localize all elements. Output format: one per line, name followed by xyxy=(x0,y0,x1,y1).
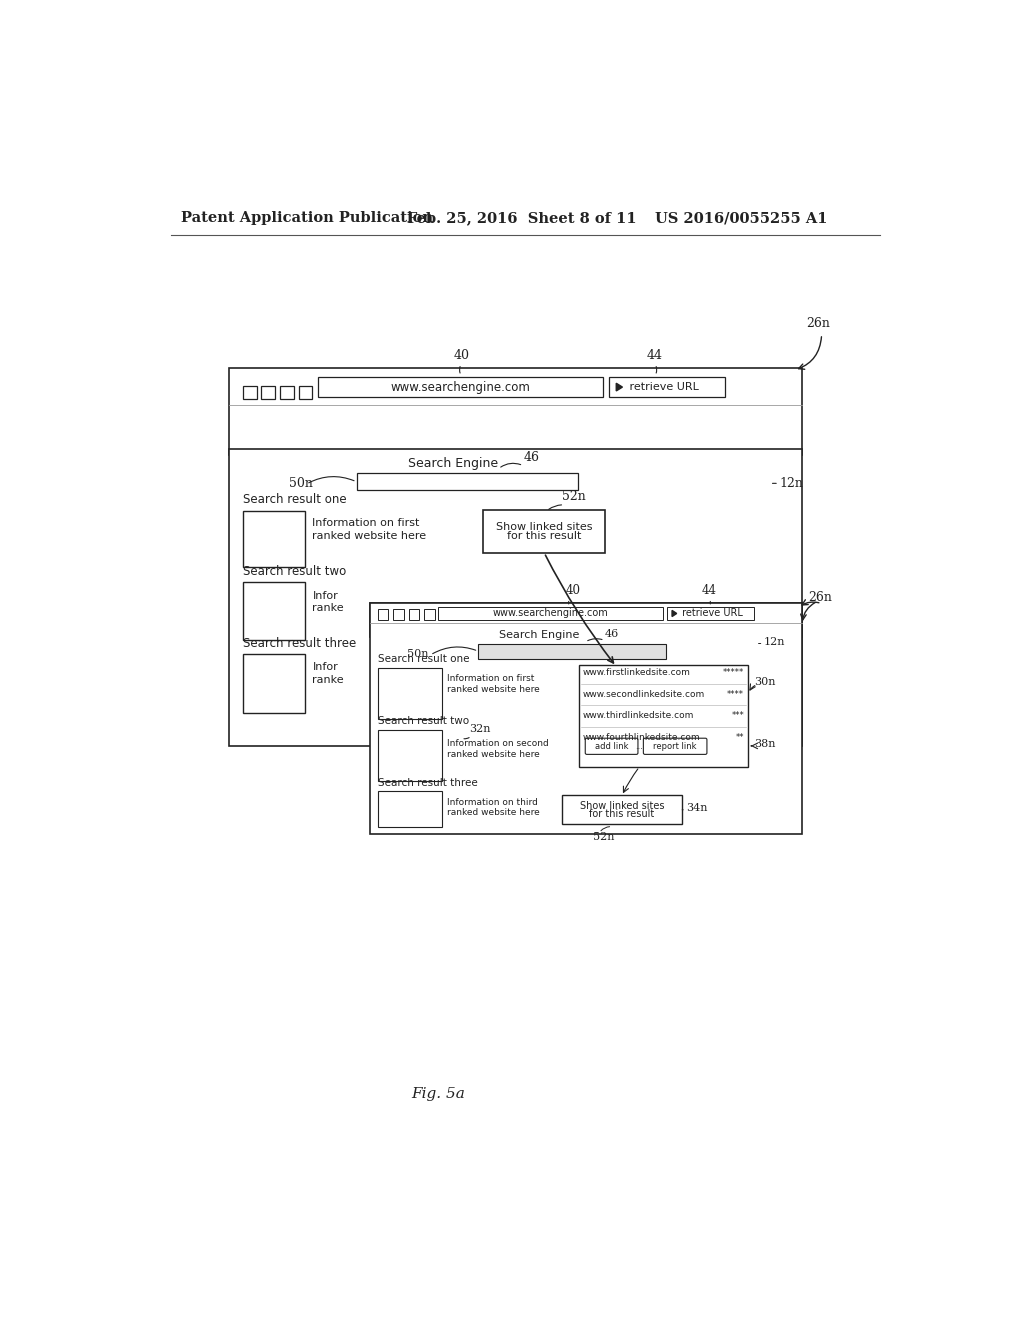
FancyBboxPatch shape xyxy=(228,449,802,746)
Text: Infor: Infor xyxy=(312,663,338,672)
Text: Search Engine: Search Engine xyxy=(409,457,499,470)
Text: ranked website here: ranked website here xyxy=(312,531,427,541)
Text: Search result two: Search result two xyxy=(243,565,346,578)
FancyBboxPatch shape xyxy=(378,792,442,826)
Text: Information on third: Information on third xyxy=(447,797,539,807)
Text: www.secondlinkedsite.com: www.secondlinkedsite.com xyxy=(583,690,706,698)
FancyBboxPatch shape xyxy=(424,609,435,620)
FancyBboxPatch shape xyxy=(356,473,578,490)
FancyBboxPatch shape xyxy=(378,609,388,620)
Text: www.thirdlinkedsite.com: www.thirdlinkedsite.com xyxy=(583,711,694,721)
Text: www.firstlinkedsite.com: www.firstlinkedsite.com xyxy=(583,668,691,677)
FancyBboxPatch shape xyxy=(579,665,748,767)
Text: Information on first: Information on first xyxy=(447,675,535,684)
Text: 12n: 12n xyxy=(779,477,803,490)
Text: www.fourthlinkedsite.com: www.fourthlinkedsite.com xyxy=(583,733,700,742)
Text: 26n: 26n xyxy=(809,591,833,603)
Text: 26n: 26n xyxy=(806,317,830,330)
Text: 52n: 52n xyxy=(562,490,586,503)
FancyBboxPatch shape xyxy=(643,738,707,755)
Text: Search result one: Search result one xyxy=(243,494,346,507)
Text: Show linked sites: Show linked sites xyxy=(496,523,593,532)
FancyBboxPatch shape xyxy=(243,385,257,400)
FancyBboxPatch shape xyxy=(317,378,603,397)
Text: for this result: for this result xyxy=(590,809,654,820)
Text: Information on second: Information on second xyxy=(447,739,549,748)
Text: Information on first: Information on first xyxy=(312,519,420,528)
FancyBboxPatch shape xyxy=(370,603,802,638)
Text: 30n: 30n xyxy=(755,677,776,686)
Text: Show linked sites: Show linked sites xyxy=(580,801,665,810)
Text: 32n: 32n xyxy=(469,725,490,734)
FancyBboxPatch shape xyxy=(438,607,663,620)
FancyBboxPatch shape xyxy=(562,795,682,825)
Text: 50n: 50n xyxy=(407,648,428,659)
Text: ranke: ranke xyxy=(312,675,344,685)
Text: ****: **** xyxy=(727,690,744,698)
Text: ...: ... xyxy=(636,742,643,751)
FancyBboxPatch shape xyxy=(243,511,305,566)
Text: Search result three: Search result three xyxy=(378,779,477,788)
FancyBboxPatch shape xyxy=(378,668,442,719)
Text: Patent Application Publication: Patent Application Publication xyxy=(180,211,433,226)
FancyBboxPatch shape xyxy=(370,603,802,834)
FancyBboxPatch shape xyxy=(409,609,420,620)
Text: ***: *** xyxy=(731,711,744,721)
Text: Search Engine: Search Engine xyxy=(499,631,579,640)
Text: 50n: 50n xyxy=(289,477,313,490)
Text: 40: 40 xyxy=(454,350,469,363)
Text: Search result one: Search result one xyxy=(378,653,469,664)
Polygon shape xyxy=(616,383,623,391)
FancyBboxPatch shape xyxy=(228,368,802,455)
FancyBboxPatch shape xyxy=(586,738,638,755)
Text: *****: ***** xyxy=(723,668,744,677)
Text: report link: report link xyxy=(653,742,697,751)
Text: **: ** xyxy=(735,733,744,742)
Text: ranke: ranke xyxy=(312,603,344,612)
Text: retrieve URL: retrieve URL xyxy=(626,381,698,392)
Text: Infor: Infor xyxy=(312,591,338,601)
FancyBboxPatch shape xyxy=(243,582,305,640)
Text: www.searchengine.com: www.searchengine.com xyxy=(390,380,530,393)
Text: 46: 46 xyxy=(523,451,540,465)
FancyBboxPatch shape xyxy=(478,644,666,659)
FancyBboxPatch shape xyxy=(393,609,403,620)
FancyBboxPatch shape xyxy=(608,378,725,397)
Text: 44: 44 xyxy=(701,585,717,598)
Text: US 2016/0055255 A1: US 2016/0055255 A1 xyxy=(655,211,827,226)
Text: ranked website here: ranked website here xyxy=(447,750,540,759)
FancyBboxPatch shape xyxy=(261,385,275,400)
Text: 46: 46 xyxy=(604,628,618,639)
Text: Fig. 5a: Fig. 5a xyxy=(411,1086,465,1101)
FancyBboxPatch shape xyxy=(299,385,312,400)
Text: ranked website here: ranked website here xyxy=(447,808,540,817)
FancyBboxPatch shape xyxy=(483,510,605,553)
Text: retrieve URL: retrieve URL xyxy=(679,609,742,619)
Polygon shape xyxy=(672,610,677,616)
Text: add link: add link xyxy=(595,742,629,751)
Text: ranked website here: ranked website here xyxy=(447,685,540,694)
FancyBboxPatch shape xyxy=(280,385,294,400)
Text: 34n: 34n xyxy=(686,803,708,813)
FancyBboxPatch shape xyxy=(378,730,442,780)
FancyBboxPatch shape xyxy=(668,607,755,620)
Text: 38n: 38n xyxy=(755,739,776,748)
Text: Search result two: Search result two xyxy=(378,715,469,726)
Text: Search result three: Search result three xyxy=(243,636,356,649)
Text: 40: 40 xyxy=(566,585,582,598)
FancyBboxPatch shape xyxy=(243,653,305,713)
Text: 44: 44 xyxy=(647,350,663,363)
Text: 52n: 52n xyxy=(593,832,614,842)
Text: for this result: for this result xyxy=(507,532,582,541)
Text: Feb. 25, 2016  Sheet 8 of 11: Feb. 25, 2016 Sheet 8 of 11 xyxy=(407,211,637,226)
Text: www.searchengine.com: www.searchengine.com xyxy=(493,609,608,619)
Text: 12n: 12n xyxy=(764,638,785,647)
